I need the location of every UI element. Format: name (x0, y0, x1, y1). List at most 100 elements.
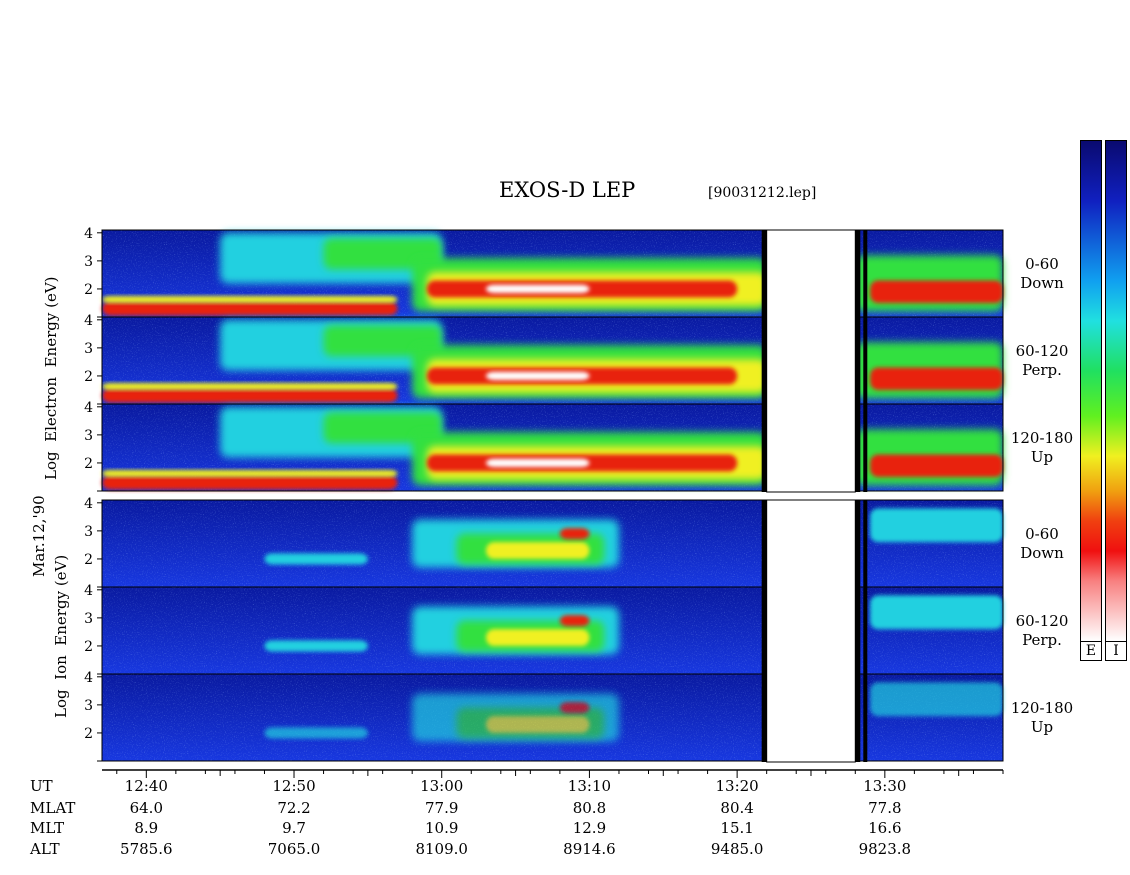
panel-direction: Perp. (1022, 631, 1062, 649)
ion-axis-label-unit: (eV) (52, 554, 70, 587)
plot-title: EXOS-D LEP (499, 178, 636, 202)
panel-pitch-angle: 0-60 (1025, 255, 1059, 273)
panel-frame (101, 403, 1004, 492)
panel-label: 120-180 Up (1006, 429, 1078, 467)
flux-region (264, 553, 368, 565)
ephemeris-value: 77.8 (868, 799, 902, 817)
gap-edge (855, 500, 861, 762)
gap-edge (863, 230, 868, 492)
y-tick-label: 4 (84, 583, 93, 599)
date-label: Mar.12,'90 (30, 495, 48, 577)
y-tick-label: 4 (84, 670, 93, 686)
y-tick-label: 2 (84, 456, 93, 472)
panel-electron-0-60 (101, 229, 1004, 318)
ephemeris-value: 13:30 (863, 777, 907, 795)
electron-axis-label-energy: Energy (42, 312, 60, 368)
colorbar-label-i: I (1105, 641, 1127, 661)
flux-region (102, 475, 398, 490)
panel-direction: Perp. (1022, 361, 1062, 379)
ephemeris-value: 13:10 (567, 777, 612, 795)
electron-axis-label-log: Log (42, 451, 60, 480)
ephemeris-value: 8914.6 (563, 840, 616, 858)
ephemeris-value: 80.4 (720, 799, 754, 817)
panel-pitch-angle: 120-180 (1010, 429, 1074, 447)
panel-electron-120-180 (101, 403, 1004, 492)
ephemeris-value: 7065.0 (267, 840, 321, 858)
panel-label: 0-60 Down (1006, 525, 1078, 563)
panel-direction: Down (1020, 274, 1064, 292)
panel-electron-60-120 (101, 316, 1004, 405)
flux-region (102, 382, 398, 390)
ephemeris-value: 16.6 (868, 819, 902, 837)
ephemeris-value: 72.2 (277, 799, 311, 817)
data-gap (766, 499, 856, 763)
panel-direction: Up (1030, 448, 1054, 466)
ephemeris-value: 9485.0 (710, 840, 764, 858)
y-tick-label: 2 (84, 369, 93, 385)
y-tick-label: 3 (84, 428, 93, 444)
flux-region (870, 595, 1003, 630)
panel-frame (101, 673, 1004, 762)
flux-region (323, 238, 442, 270)
ephemeris-value: 12:50 (272, 777, 316, 795)
flux-region (870, 682, 1003, 717)
ephemeris-value: 9.7 (282, 819, 306, 837)
panel-label: 60-120 Perp. (1006, 612, 1078, 650)
flux-region (559, 615, 590, 627)
flux-region (323, 325, 442, 357)
flux-region (486, 284, 590, 294)
y-tick-label: 2 (84, 639, 93, 655)
panel-pitch-angle: 120-180 (1010, 699, 1074, 717)
electron-axis-label-unit: (eV) (42, 276, 60, 308)
panel-label: 60-120 Perp. (1006, 342, 1078, 380)
file-label: [90031212.lep] (708, 185, 817, 201)
ephemeris-value: 12:40 (124, 777, 168, 795)
ephemeris-value: 13:00 (420, 777, 464, 795)
flux-region (486, 716, 590, 733)
y-tick-label: 3 (84, 341, 93, 357)
flux-region (102, 469, 398, 477)
flux-region (264, 727, 368, 739)
gap-edge (855, 230, 861, 492)
ephemeris-row-label: MLAT (30, 799, 76, 817)
flux-region (102, 295, 398, 303)
panel-ion-120-180 (101, 673, 1004, 762)
colorbar-label-e: E (1080, 641, 1102, 661)
flux-region (870, 367, 1003, 390)
ion-axis-label-log: Log (52, 689, 70, 718)
colorbar-ion (1105, 140, 1127, 642)
y-tick-label: 4 (84, 496, 93, 512)
flux-region (264, 640, 368, 652)
ephemeris-value: 9823.8 (858, 840, 912, 858)
y-tick-label: 4 (84, 313, 93, 329)
electron-axis-label-species: Electron (42, 376, 60, 442)
flux-region (486, 371, 590, 381)
gap-edge (761, 500, 767, 762)
ion-axis-label-species: Ion (52, 655, 70, 680)
panel-direction: Down (1020, 544, 1064, 562)
y-tick-label: 2 (84, 282, 93, 298)
flux-region (486, 629, 590, 646)
panel-label: 0-60 Down (1006, 255, 1078, 293)
electron-axis-label: Log Electron Energy (eV) (42, 276, 60, 480)
y-tick-label: 4 (84, 226, 93, 242)
ephemeris-row-label: MLT (30, 819, 65, 837)
y-tick-label: 3 (84, 611, 93, 627)
ephemeris-value: 77.9 (425, 799, 459, 817)
ion-axis-label: Log Ion Energy (eV) (52, 555, 70, 718)
flux-region (870, 508, 1003, 543)
y-tick-label: 2 (84, 726, 93, 742)
ephemeris-value: 12.9 (572, 819, 607, 837)
y-tick-label: 3 (84, 524, 93, 540)
ephemeris-row-label: ALT (30, 840, 60, 858)
flux-region (102, 388, 398, 403)
flux-region (559, 702, 590, 714)
y-tick-label: 3 (84, 254, 93, 270)
panel-pitch-angle: 60-120 (1015, 342, 1069, 360)
ephemeris-row-label: UT (30, 777, 53, 795)
flux-region (102, 301, 398, 316)
ion-axis-label-energy: Energy (52, 590, 70, 646)
ephemeris-value: 13:20 (715, 777, 759, 795)
panel-ion-0-60 (101, 499, 1004, 588)
